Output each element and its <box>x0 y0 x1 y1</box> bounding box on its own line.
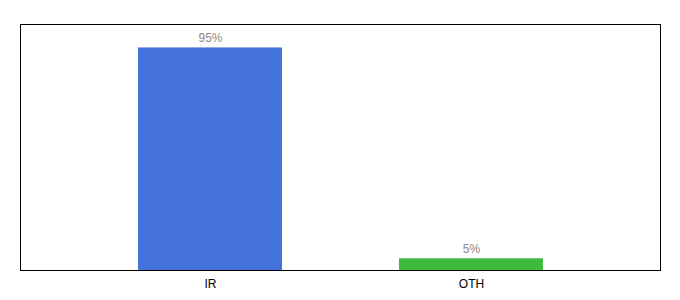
svg-text:95%: 95% <box>198 31 222 45</box>
svg-text:OTH: OTH <box>459 277 484 291</box>
svg-text:IR: IR <box>205 277 217 291</box>
svg-text:5%: 5% <box>463 242 481 256</box>
